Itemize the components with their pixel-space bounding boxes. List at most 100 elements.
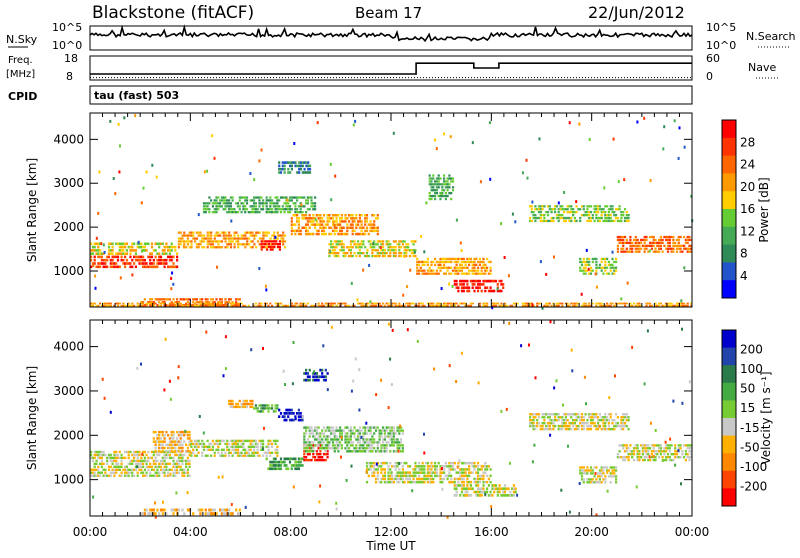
heatmap-cell (387, 471, 389, 474)
noise-panel-frame (90, 26, 692, 50)
heatmap-cell (500, 303, 502, 305)
heatmap-cell (395, 468, 397, 471)
heatmap-cell (219, 234, 221, 236)
heatmap-cell (361, 223, 363, 226)
heatmap-cell (594, 422, 596, 424)
heatmap-cell (307, 438, 309, 440)
heatmap-cell (262, 199, 264, 201)
heatmap-cell (341, 230, 343, 233)
heatmap-cell (237, 240, 239, 242)
heatmap-cell (473, 290, 475, 293)
heatmap-cell (337, 214, 339, 217)
heatmap-cell (142, 463, 144, 465)
heatmap-cell (443, 468, 445, 471)
heatmap-cell (277, 232, 279, 234)
heatmap-cell (572, 425, 574, 427)
heatmap-cell (602, 469, 604, 471)
heatmap-cell (221, 205, 223, 207)
heatmap-cell (599, 264, 601, 266)
heatmap-cell (595, 264, 597, 266)
heatmap-cell (362, 240, 364, 242)
heatmap-cell (323, 220, 325, 223)
heatmap-cell (402, 450, 404, 452)
heatmap-cell (141, 201, 143, 204)
heatmap-cell (490, 273, 492, 275)
heatmap-cell (334, 303, 336, 305)
heatmap-cell (371, 450, 373, 452)
heatmap-cell (617, 217, 619, 219)
heatmap-cell (271, 452, 273, 454)
heatmap-cell (377, 426, 379, 428)
heatmap-cell (305, 227, 307, 230)
heatmap-cell (156, 469, 158, 471)
heatmap-cell (221, 305, 223, 307)
heatmap-cell (391, 383, 393, 386)
heatmap-cell (141, 250, 143, 253)
heatmap-cell (198, 452, 200, 454)
heatmap-cell (556, 379, 558, 382)
heatmap-cell (650, 422, 652, 425)
heatmap-cell (554, 208, 556, 210)
heatmap-cell (592, 261, 594, 263)
heatmap-cell (456, 487, 458, 490)
heatmap-cell (165, 259, 167, 262)
heatmap-cell (568, 305, 570, 307)
heatmap-cell (318, 230, 320, 233)
heatmap-cell (228, 455, 230, 457)
heatmap-cell (153, 259, 155, 262)
heatmap-cell (399, 425, 401, 428)
heatmap-cell (276, 404, 278, 406)
heatmap-cell (258, 199, 260, 201)
heatmap-cell (99, 266, 101, 269)
heatmap-cell (601, 214, 603, 216)
heatmap-cell (414, 251, 416, 254)
heatmap-cell (454, 468, 456, 471)
heatmap-cell (372, 242, 374, 245)
heatmap-cell (339, 223, 341, 226)
heatmap-cell (106, 259, 108, 262)
heatmap-cell (147, 460, 149, 462)
heatmap-cell (164, 509, 166, 512)
heatmap-cell (351, 282, 353, 285)
heatmap-cell (172, 256, 174, 259)
heatmap-cell (262, 440, 264, 442)
heatmap-cell (479, 481, 481, 484)
heatmap-cell (104, 454, 106, 456)
heatmap-cell (269, 440, 271, 442)
heatmap-cell (337, 447, 339, 449)
heatmap-cell (583, 205, 585, 207)
heatmap-cell (595, 258, 597, 260)
heatmap-cell (282, 165, 284, 168)
heatmap-cell (194, 303, 196, 305)
heatmap-cell (512, 213, 514, 216)
heatmap-cell (94, 275, 96, 278)
heatmap-cell (219, 443, 221, 445)
heatmap-cell (189, 434, 191, 437)
heatmap-cell (611, 258, 613, 260)
heatmap-cell (178, 463, 180, 465)
heatmap-cell (615, 214, 617, 216)
heatmap-cell (282, 168, 284, 171)
heatmap-cell (144, 451, 146, 453)
heatmap-cell (416, 267, 418, 269)
heatmap-cell (198, 446, 200, 448)
heatmap-cell (542, 425, 544, 427)
heatmap-cell (687, 303, 689, 305)
heatmap-cell (294, 458, 296, 461)
heatmap-cell (237, 234, 239, 236)
ytick-label: 4000 (53, 132, 84, 146)
heatmap-cell (615, 413, 617, 415)
heatmap-cell (688, 236, 690, 238)
heatmap-cell (535, 376, 537, 379)
heatmap-cell (277, 237, 279, 239)
heatmap-cell (257, 240, 259, 242)
heatmap-cell (280, 464, 282, 467)
heatmap-cell (466, 478, 468, 481)
heatmap-cell (362, 444, 364, 446)
heatmap-cell (536, 425, 538, 427)
heatmap-cell (366, 214, 368, 217)
heatmap-cell (332, 243, 334, 245)
heatmap-cell (284, 165, 286, 168)
heatmap-cell (155, 256, 157, 259)
heatmap-cell (112, 243, 114, 246)
